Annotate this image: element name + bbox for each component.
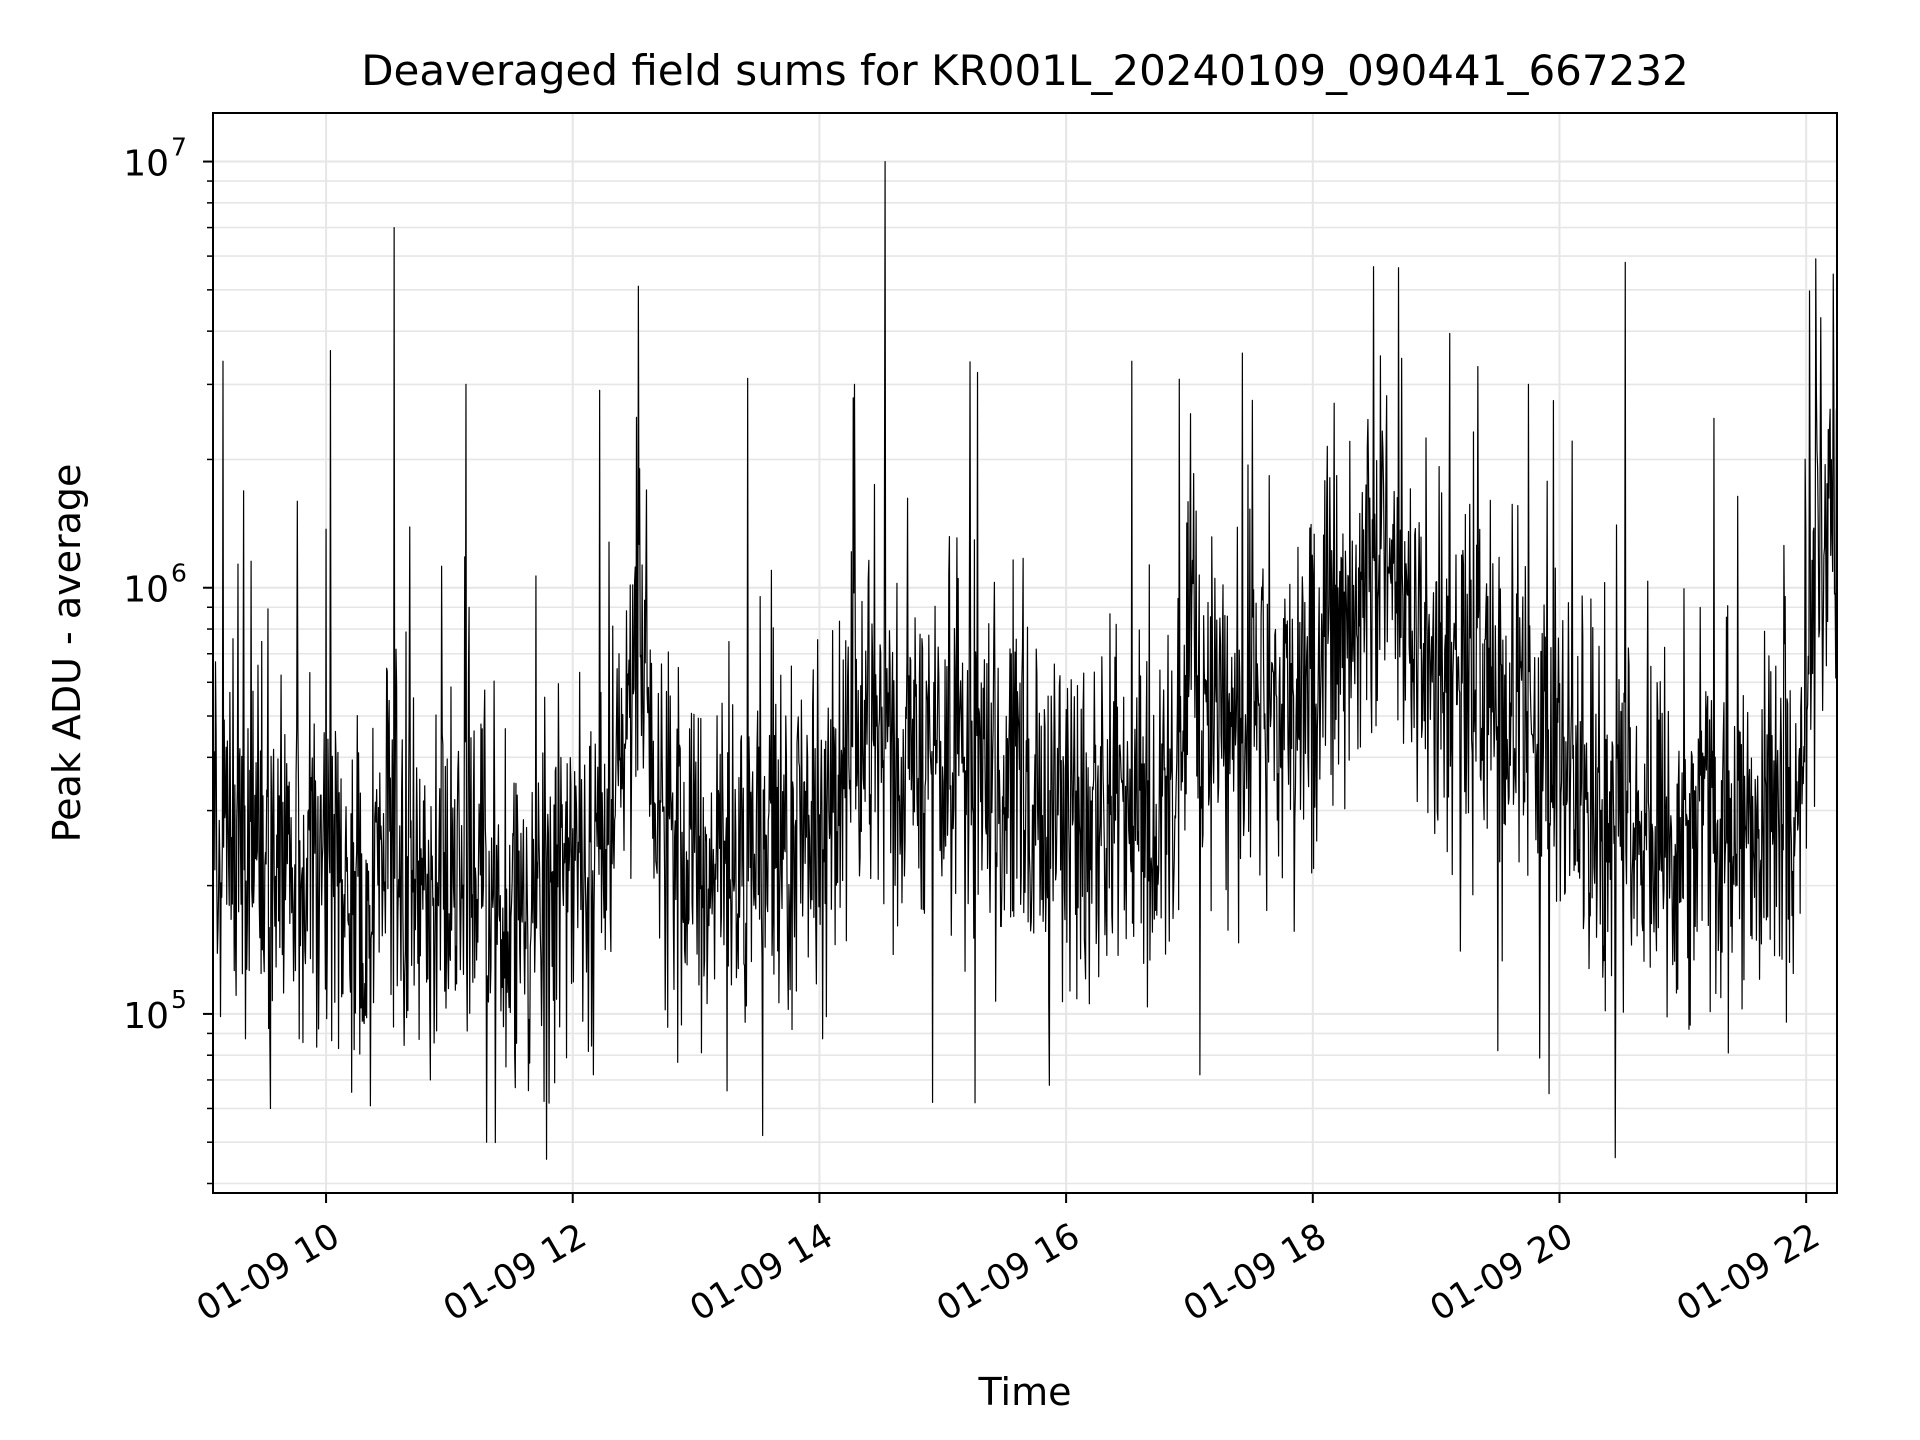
y-tick-label: 10 xyxy=(123,144,169,185)
series-path xyxy=(212,160,1838,1160)
chart-title: Deaveraged field sums for KR001L_2024010… xyxy=(361,46,1689,95)
y-tick-exponent: 6 xyxy=(171,559,187,588)
series-line xyxy=(212,160,1838,1160)
y-tick-label: 10 xyxy=(123,996,169,1037)
x-axis-label: Time xyxy=(978,1370,1072,1414)
y-tick-exponent: 7 xyxy=(171,133,187,162)
y-axis-label: Peak ADU - average xyxy=(45,464,89,843)
y-tick-exponent: 5 xyxy=(171,985,187,1014)
plot-frame xyxy=(212,112,1838,1194)
y-tick-label: 10 xyxy=(123,570,169,611)
